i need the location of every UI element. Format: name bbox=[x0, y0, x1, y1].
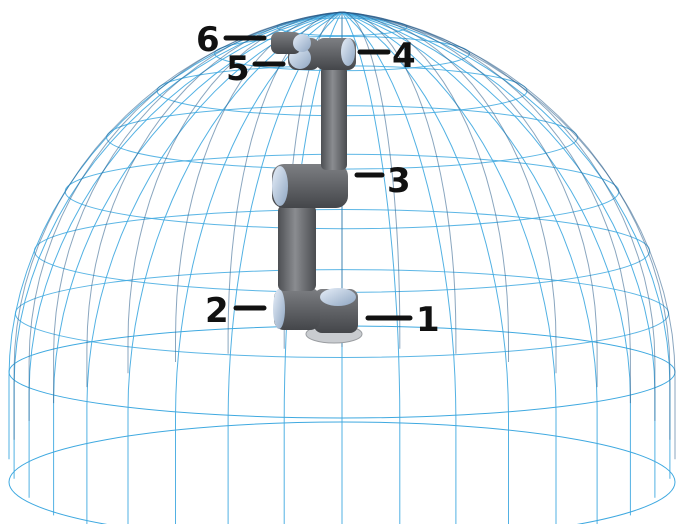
leader-lines bbox=[223, 35, 413, 321]
joint-label-4: 4 bbox=[392, 36, 416, 76]
joint-1-cap bbox=[320, 288, 356, 306]
dome-meridian-line bbox=[127, 11, 343, 374]
dome-meridian-line bbox=[341, 11, 401, 349]
dome-meridian-line bbox=[341, 11, 509, 362]
joint-label-2: 2 bbox=[205, 291, 229, 331]
dome-meridian-line bbox=[341, 11, 631, 516]
dome-meridian-line bbox=[28, 11, 343, 421]
dome-meridian-line bbox=[341, 11, 457, 354]
dome-meridian-line bbox=[53, 11, 343, 516]
dome-meridian-line bbox=[341, 11, 557, 524]
joint-2-housing bbox=[274, 288, 320, 330]
dome-meridian-line bbox=[341, 11, 457, 524]
robot-arm bbox=[271, 32, 363, 344]
dome-meridian-line bbox=[341, 11, 656, 498]
joint-6-cap bbox=[293, 34, 311, 52]
joint-label-5: 5 bbox=[226, 49, 250, 89]
dome-meridian-line bbox=[341, 11, 509, 524]
joint-6-housing bbox=[271, 32, 301, 54]
dome-meridian-line bbox=[175, 11, 343, 524]
dome-meridian-line bbox=[227, 11, 343, 354]
joint-label-1: 1 bbox=[416, 300, 440, 340]
joint-labels: 1 2 3 4 5 6 bbox=[196, 20, 440, 340]
joint-2-cap bbox=[273, 289, 285, 329]
dome-meridian-line bbox=[341, 11, 631, 404]
dome-meridian-line bbox=[175, 11, 343, 362]
dome-meridian-line bbox=[341, 11, 671, 440]
dome-meridian-line bbox=[341, 11, 598, 388]
dome-meridian-line bbox=[341, 11, 676, 460]
joint-label-3: 3 bbox=[387, 161, 411, 201]
dome-meridian-line bbox=[341, 11, 598, 524]
upper-arm-link bbox=[321, 66, 347, 170]
joint-3-cap bbox=[272, 166, 288, 206]
dome-meridian-line bbox=[86, 11, 343, 388]
dome-meridian-line bbox=[341, 11, 401, 524]
joint-3-housing bbox=[272, 164, 348, 208]
joint-4-cap bbox=[341, 38, 355, 66]
joint-label-6: 6 bbox=[196, 20, 220, 60]
dome-meridian-line bbox=[341, 11, 557, 374]
dome-meridian-line bbox=[53, 11, 343, 404]
lower-arm-link bbox=[278, 205, 316, 291]
